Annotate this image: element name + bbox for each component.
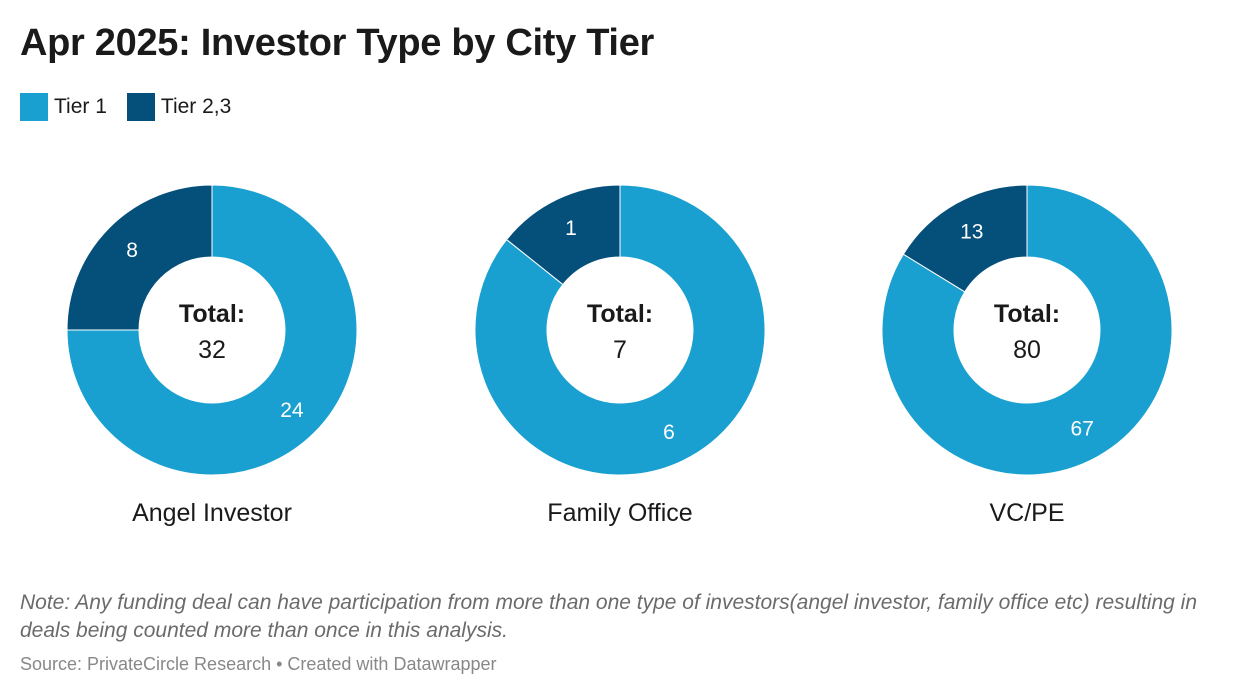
donut-charts: 24 8 Total: 32 Angel Investor 6 1 Total: 7 Family… [66, 184, 1173, 527]
chart-title: Apr 2025: Investor Type by City Tier [20, 22, 655, 64]
vc-pe-label-tier1: 67 [1071, 418, 1094, 441]
angel-investor-chart-name: Angel Investor [132, 499, 292, 527]
family-office-center-total-label: Total: [587, 300, 653, 328]
vc-pe-center-total-value: 80 [1013, 336, 1041, 364]
family-office-label-tier1: 6 [663, 421, 675, 444]
vc-pe-center-total-label: Total: [994, 300, 1060, 328]
legend-item-tier1: Tier 1 [20, 93, 107, 121]
legend-label-tier23: Tier 2,3 [160, 95, 232, 118]
angel-investor-center-total-value: 32 [198, 336, 226, 364]
legend: Tier 1 Tier 2,3 [20, 93, 251, 121]
family-office-slice-tier1 [474, 184, 766, 476]
angel-investor-label-tier23: 8 [126, 239, 138, 262]
vc-pe-chart-name: VC/PE [989, 499, 1064, 527]
family-office-center-total-value: 7 [613, 336, 627, 364]
source-line: Source: PrivateCircle Research • Created… [20, 654, 497, 674]
family-office-label-tier23: 1 [565, 217, 577, 240]
angel-investor-slice-tier23 [66, 184, 213, 331]
legend-swatch-tier23 [126, 93, 155, 121]
angel-investor-slice-tier1 [66, 184, 358, 476]
vc-pe-label-tier23: 13 [960, 220, 983, 243]
footnote: Note: Any funding deal can have particip… [20, 591, 1198, 642]
angel-investor-center-total-label: Total: [179, 300, 245, 328]
angel-investor-label-tier1: 24 [280, 399, 304, 422]
legend-swatch-tier1 [20, 93, 48, 121]
family-office-slice-tier23 [505, 184, 621, 286]
legend-label-tier1: Tier 1 [54, 95, 107, 118]
vc-pe-slice-tier23 [902, 184, 1028, 293]
legend-item-tier23: Tier 2,3 [126, 93, 232, 121]
vc-pe-slice-tier1 [881, 184, 1173, 476]
family-office-chart-name: Family Office [547, 499, 692, 527]
